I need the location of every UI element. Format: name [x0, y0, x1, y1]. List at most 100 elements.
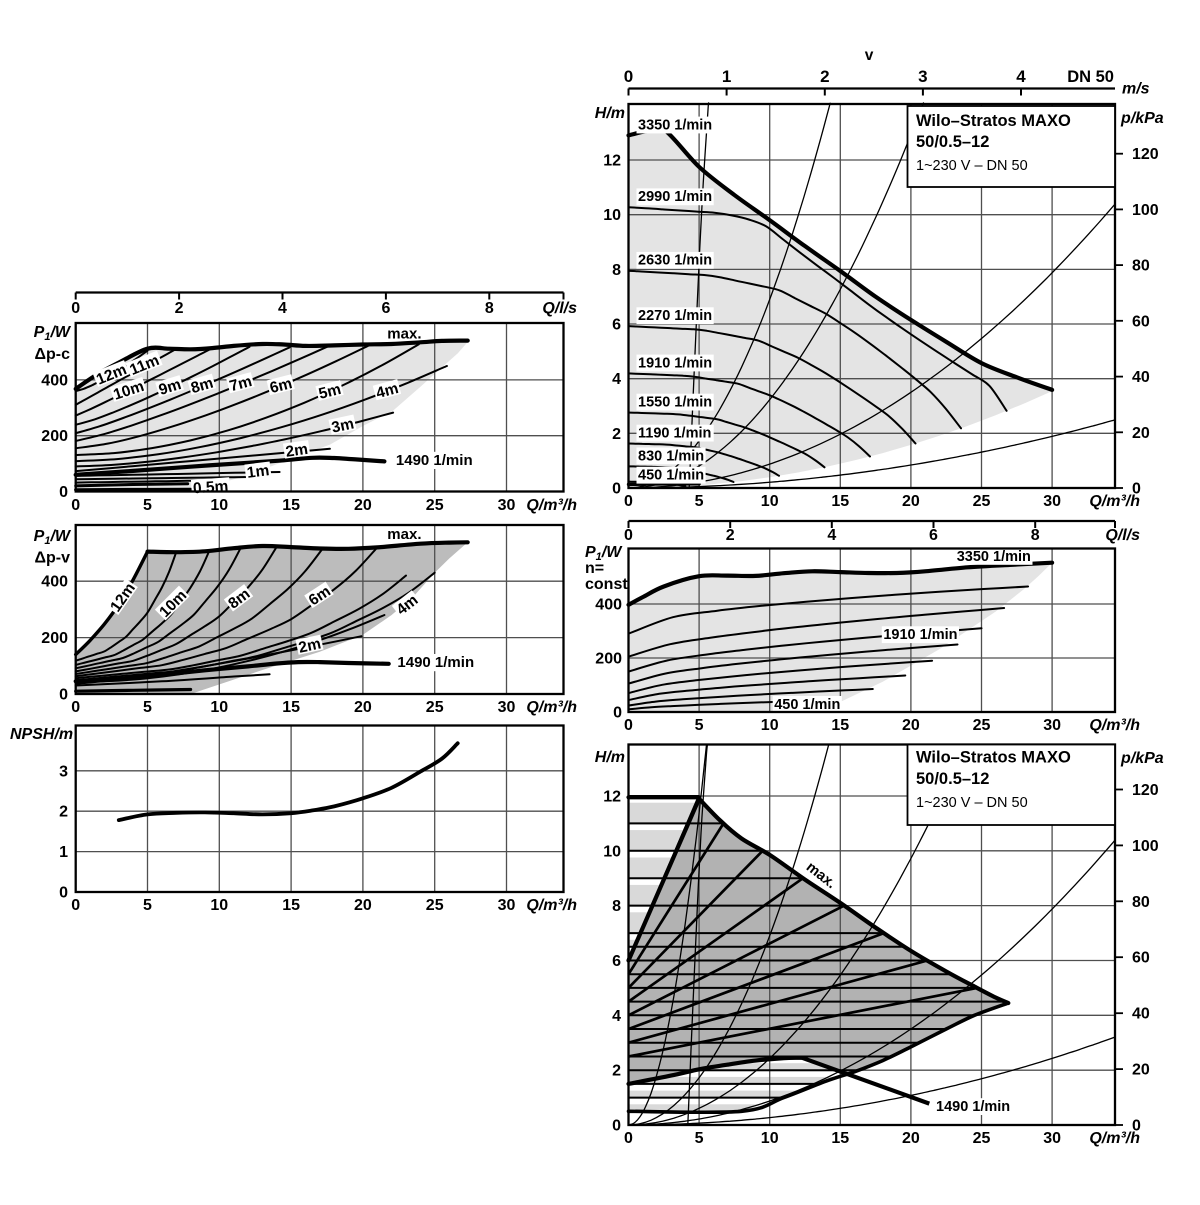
svg-text:20: 20 — [902, 717, 920, 734]
svg-text:4: 4 — [612, 371, 621, 388]
svg-text:0: 0 — [612, 481, 621, 498]
svg-text:H/m: H/m — [595, 105, 625, 122]
svg-text:60: 60 — [1132, 313, 1150, 330]
svg-text:400: 400 — [41, 372, 68, 389]
svg-text:25: 25 — [973, 717, 991, 734]
svg-text:1550 1/min: 1550 1/min — [638, 395, 712, 411]
svg-text:10: 10 — [761, 1130, 779, 1147]
svg-text:Δp-v: Δp-v — [35, 550, 71, 567]
svg-text:12: 12 — [603, 153, 621, 170]
svg-text:0: 0 — [71, 497, 80, 514]
svg-text:5m: 5m — [317, 381, 343, 403]
svg-text:8: 8 — [1031, 527, 1040, 544]
svg-text:H/m: H/m — [595, 749, 625, 766]
svg-text:25: 25 — [426, 497, 444, 514]
svg-text:2630 1/min: 2630 1/min — [638, 253, 712, 269]
svg-text:8: 8 — [612, 898, 621, 915]
svg-text:5: 5 — [143, 897, 152, 914]
svg-text:40: 40 — [1132, 1006, 1150, 1023]
svg-text:30: 30 — [1043, 717, 1061, 734]
svg-text:12: 12 — [603, 789, 621, 806]
svg-text:0: 0 — [71, 300, 80, 317]
svg-text:15: 15 — [282, 497, 300, 514]
svg-text:Δp-c: Δp-c — [35, 346, 71, 363]
svg-text:3m: 3m — [330, 415, 355, 436]
svg-text:2m: 2m — [285, 441, 310, 461]
svg-text:1m: 1m — [246, 462, 270, 482]
svg-text:0: 0 — [612, 1118, 621, 1135]
svg-text:1~230 V – DN 50: 1~230 V – DN 50 — [916, 795, 1028, 811]
svg-text:10: 10 — [210, 897, 228, 914]
svg-text:200: 200 — [41, 630, 68, 647]
svg-text:NPSH/m: NPSH/m — [10, 726, 73, 743]
svg-text:2: 2 — [59, 804, 68, 821]
svg-text:DN 50: DN 50 — [1067, 68, 1114, 86]
svg-text:4: 4 — [278, 300, 287, 317]
svg-text:5: 5 — [695, 717, 704, 734]
svg-text:5: 5 — [695, 1130, 704, 1147]
svg-text:50/0.5–12: 50/0.5–12 — [916, 770, 989, 788]
svg-text:25: 25 — [426, 699, 444, 716]
svg-text:0: 0 — [71, 897, 80, 914]
svg-text:Wilo–Stratos MAXO: Wilo–Stratos MAXO — [916, 112, 1071, 130]
svg-text:6: 6 — [612, 953, 621, 970]
svg-text:0: 0 — [624, 67, 633, 86]
svg-text:m/s: m/s — [1122, 81, 1150, 98]
svg-text:2: 2 — [726, 527, 735, 544]
svg-text:60: 60 — [1132, 950, 1150, 967]
svg-text:3350 1/min: 3350 1/min — [638, 117, 712, 133]
svg-text:0: 0 — [624, 493, 633, 510]
svg-text:n=: n= — [585, 560, 604, 577]
svg-text:8: 8 — [485, 300, 494, 317]
svg-text:2270 1/min: 2270 1/min — [638, 308, 712, 324]
svg-text:80: 80 — [1132, 258, 1150, 275]
svg-text:10: 10 — [210, 497, 228, 514]
svg-text:10: 10 — [603, 843, 621, 860]
svg-text:15: 15 — [282, 699, 300, 716]
svg-text:2: 2 — [820, 67, 829, 86]
svg-text:Q/l/s: Q/l/s — [1105, 527, 1140, 544]
svg-text:4m: 4m — [374, 380, 400, 402]
svg-text:6: 6 — [381, 300, 390, 317]
svg-text:10: 10 — [210, 699, 228, 716]
svg-text:100: 100 — [1132, 202, 1159, 219]
svg-text:30: 30 — [1043, 493, 1061, 510]
svg-text:30: 30 — [498, 699, 516, 716]
svg-text:p/kPa: p/kPa — [1120, 750, 1164, 767]
svg-text:50/0.5–12: 50/0.5–12 — [916, 133, 989, 151]
svg-text:0: 0 — [59, 885, 68, 902]
svg-text:30: 30 — [498, 897, 516, 914]
svg-text:10: 10 — [761, 717, 779, 734]
svg-text:max.: max. — [387, 526, 421, 543]
svg-text:4: 4 — [1016, 67, 1026, 86]
svg-text:6: 6 — [612, 317, 621, 334]
svg-text:0: 0 — [59, 484, 68, 501]
svg-text:20: 20 — [1132, 1062, 1150, 1079]
svg-text:Q/m³/h: Q/m³/h — [1089, 1130, 1140, 1147]
svg-text:10: 10 — [603, 207, 621, 224]
svg-text:25: 25 — [426, 897, 444, 914]
svg-text:1: 1 — [722, 67, 731, 86]
svg-text:2990 1/min: 2990 1/min — [638, 189, 712, 205]
svg-text:2: 2 — [612, 1063, 621, 1080]
svg-text:Q/m³/h: Q/m³/h — [1089, 493, 1140, 510]
svg-text:20: 20 — [354, 897, 372, 914]
svg-text:const: const — [585, 576, 628, 593]
svg-text:8m: 8m — [189, 375, 215, 398]
svg-text:5: 5 — [695, 493, 704, 510]
svg-text:0: 0 — [71, 699, 80, 716]
svg-text:Q/l/s: Q/l/s — [542, 300, 577, 317]
svg-text:8: 8 — [612, 262, 621, 279]
svg-text:5: 5 — [143, 699, 152, 716]
svg-text:0: 0 — [1132, 1118, 1141, 1135]
svg-text:Q/m³/h: Q/m³/h — [1089, 717, 1140, 734]
svg-text:4: 4 — [827, 527, 836, 544]
svg-text:P1/W: P1/W — [585, 544, 623, 563]
svg-text:120: 120 — [1132, 782, 1159, 799]
svg-text:25: 25 — [973, 1130, 991, 1147]
svg-text:P1/W: P1/W — [34, 324, 72, 343]
svg-text:7m: 7m — [228, 373, 254, 395]
svg-text:0.5m: 0.5m — [192, 478, 228, 497]
svg-text:4: 4 — [612, 1008, 621, 1025]
svg-text:20: 20 — [902, 493, 920, 510]
